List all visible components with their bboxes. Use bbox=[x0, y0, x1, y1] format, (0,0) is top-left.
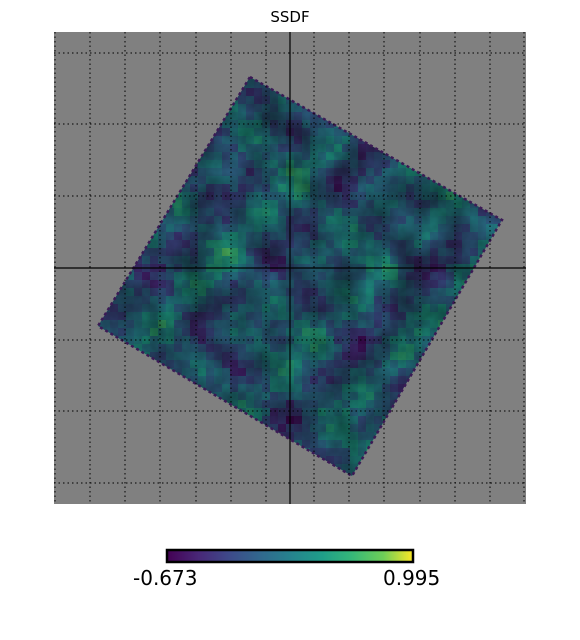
chart-title: SSDF bbox=[270, 8, 310, 26]
colorbar bbox=[165, 548, 415, 564]
map-panel bbox=[54, 32, 526, 504]
colorbar-min-label: -0.673 bbox=[133, 566, 198, 590]
colorbar-max-label: 0.995 bbox=[383, 566, 441, 590]
patch-border bbox=[96, 75, 504, 478]
